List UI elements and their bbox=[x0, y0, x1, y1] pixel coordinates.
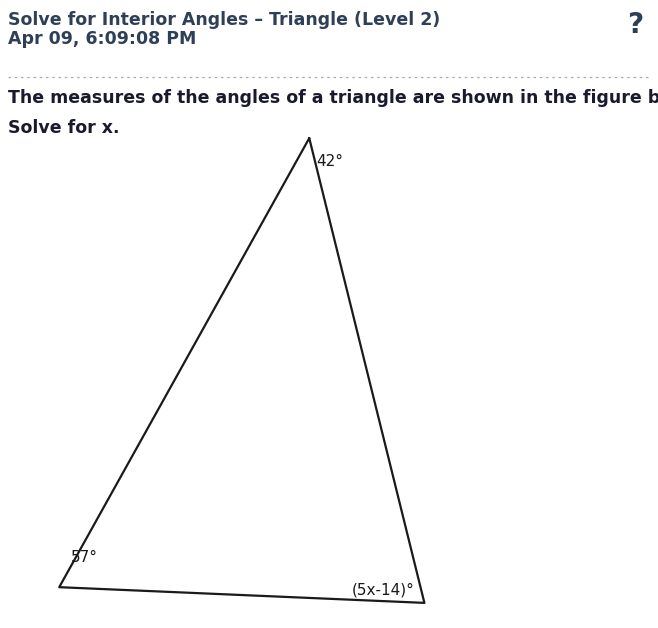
Text: Solve for x.: Solve for x. bbox=[8, 119, 119, 138]
Text: The measures of the angles of a triangle are shown in the figure below.: The measures of the angles of a triangle… bbox=[8, 89, 658, 107]
Text: Solve for Interior Angles – Triangle (Level 2): Solve for Interior Angles – Triangle (Le… bbox=[8, 11, 440, 29]
Text: Apr 09, 6:09:08 PM: Apr 09, 6:09:08 PM bbox=[8, 30, 196, 48]
Text: 57°: 57° bbox=[71, 550, 98, 565]
Text: (5x-14)°: (5x-14)° bbox=[351, 583, 415, 598]
Text: ?: ? bbox=[627, 11, 644, 39]
Text: 42°: 42° bbox=[316, 154, 343, 169]
